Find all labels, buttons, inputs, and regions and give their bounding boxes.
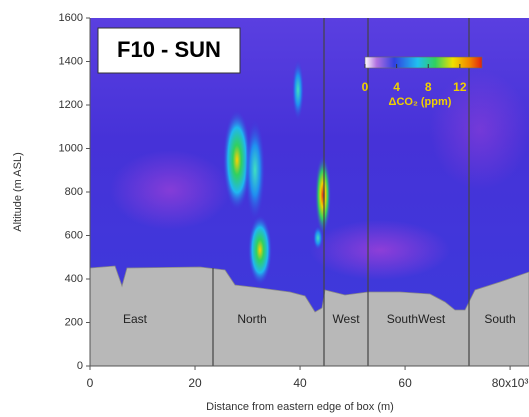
y-tick-label: 800 xyxy=(65,186,83,198)
y-axis-label: Altitude (m ASL) xyxy=(12,152,24,231)
section-label: North xyxy=(237,312,266,326)
colorbar-tick-label: 12 xyxy=(453,80,467,94)
colorbar-tick-label: 0 xyxy=(362,80,369,94)
colorbar-label: ΔCO₂ (ppm) xyxy=(389,96,452,108)
y-tick-label: 1200 xyxy=(59,99,83,111)
y-tick-label: 1400 xyxy=(59,55,83,67)
y-tick-label: 1000 xyxy=(59,142,83,154)
x-tick-label: 40 xyxy=(293,376,307,390)
section-label: West xyxy=(332,312,360,326)
y-tick-label: 200 xyxy=(65,316,83,328)
colorbar-tick-label: 8 xyxy=(425,80,432,94)
section-dividers xyxy=(212,18,470,366)
x-tick-label: 80x10³ xyxy=(492,376,529,390)
y-tick-label: 600 xyxy=(65,229,83,241)
title-box xyxy=(97,27,241,74)
section-label: SouthWest xyxy=(387,312,446,326)
x-axis-label: Distance from eastern edge of box (m) xyxy=(206,401,394,413)
colorbar xyxy=(364,56,483,69)
section-label: East xyxy=(123,312,148,326)
y-tick-label: 1600 xyxy=(59,12,83,24)
y-tick-label: 400 xyxy=(65,273,83,285)
terrain xyxy=(89,265,529,367)
x-tick-label: 60 xyxy=(398,376,412,390)
chart-title: F10 - SUN xyxy=(117,37,221,62)
y-tick-label: 0 xyxy=(77,360,83,372)
section-label: South xyxy=(484,312,515,326)
colorbar-tick-label: 4 xyxy=(393,80,400,94)
x-tick-label: 0 xyxy=(87,376,94,390)
x-tick-label: 20 xyxy=(188,376,202,390)
